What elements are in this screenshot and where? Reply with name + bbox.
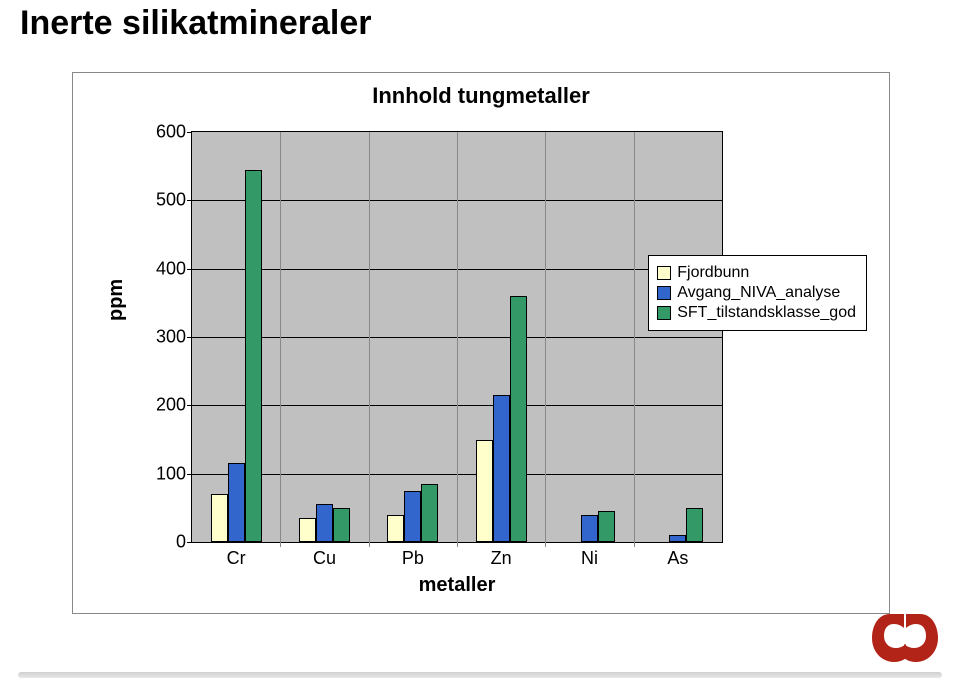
- y-tick-label: 200: [156, 395, 186, 416]
- bar: [245, 170, 262, 542]
- y-tick-mark: [187, 269, 192, 270]
- grid-vertical: [280, 132, 281, 547]
- x-tick-label: Cr: [227, 548, 246, 569]
- footer-shadow: [18, 672, 942, 678]
- legend-swatch: [657, 286, 671, 300]
- bar: [387, 515, 404, 542]
- bar: [299, 518, 316, 542]
- y-axis-label: ppm: [105, 279, 128, 321]
- legend-label: Avgang_NIVA_analyse: [677, 284, 840, 302]
- y-tick-mark: [187, 132, 192, 133]
- bar: [404, 491, 421, 542]
- bar: [581, 515, 598, 542]
- y-tick-mark: [187, 542, 192, 543]
- x-tick-label: Ni: [581, 548, 598, 569]
- bar: [316, 504, 333, 542]
- y-tick-label: 300: [156, 327, 186, 348]
- y-tick-mark: [187, 405, 192, 406]
- grid-vertical: [369, 132, 370, 547]
- y-tick-mark: [187, 337, 192, 338]
- legend-item: Fjordbunn: [657, 264, 856, 282]
- legend-item: Avgang_NIVA_analyse: [657, 284, 856, 302]
- bar: [686, 508, 703, 542]
- bar: [228, 463, 245, 542]
- x-tick-label: Cu: [313, 548, 336, 569]
- y-tick-label: 500: [156, 190, 186, 211]
- company-logo-icon: [872, 608, 938, 664]
- page-title: Inerte silikatmineraler: [20, 4, 372, 43]
- legend-label: SFT_tilstandsklasse_god: [677, 304, 856, 322]
- chart-container: Innhold tungmetaller ppm metaller 010020…: [72, 72, 890, 614]
- bar: [598, 511, 615, 542]
- legend-label: Fjordbunn: [677, 264, 749, 282]
- slide: Inerte silikatmineraler Innhold tungmeta…: [0, 0, 960, 692]
- x-tick-label: Pb: [402, 548, 424, 569]
- x-tick-label: Zn: [491, 548, 512, 569]
- legend: Fjordbunn Avgang_NIVA_analyse SFT_tilsta…: [648, 255, 867, 331]
- y-tick-label: 0: [176, 532, 186, 553]
- bar: [493, 395, 510, 542]
- bar: [421, 484, 438, 542]
- y-tick-label: 600: [156, 122, 186, 143]
- bar: [510, 296, 527, 542]
- bar: [211, 494, 228, 542]
- chart-title: Innhold tungmetaller: [73, 83, 889, 109]
- x-tick-label: As: [667, 548, 688, 569]
- bar: [669, 535, 686, 542]
- grid-vertical: [545, 132, 546, 547]
- bar: [333, 508, 350, 542]
- plot-area: metaller 0100200300400500600CrCuPbZnNiAs: [191, 131, 723, 543]
- y-tick-label: 400: [156, 258, 186, 279]
- y-tick-label: 100: [156, 463, 186, 484]
- plot-inner: [192, 132, 722, 542]
- grid-vertical: [634, 132, 635, 547]
- bar: [476, 440, 493, 543]
- grid-vertical: [457, 132, 458, 547]
- y-tick-mark: [187, 474, 192, 475]
- legend-swatch: [657, 266, 671, 280]
- y-tick-mark: [187, 200, 192, 201]
- x-axis-label: metaller: [192, 574, 722, 597]
- legend-swatch: [657, 306, 671, 320]
- legend-item: SFT_tilstandsklasse_god: [657, 304, 856, 322]
